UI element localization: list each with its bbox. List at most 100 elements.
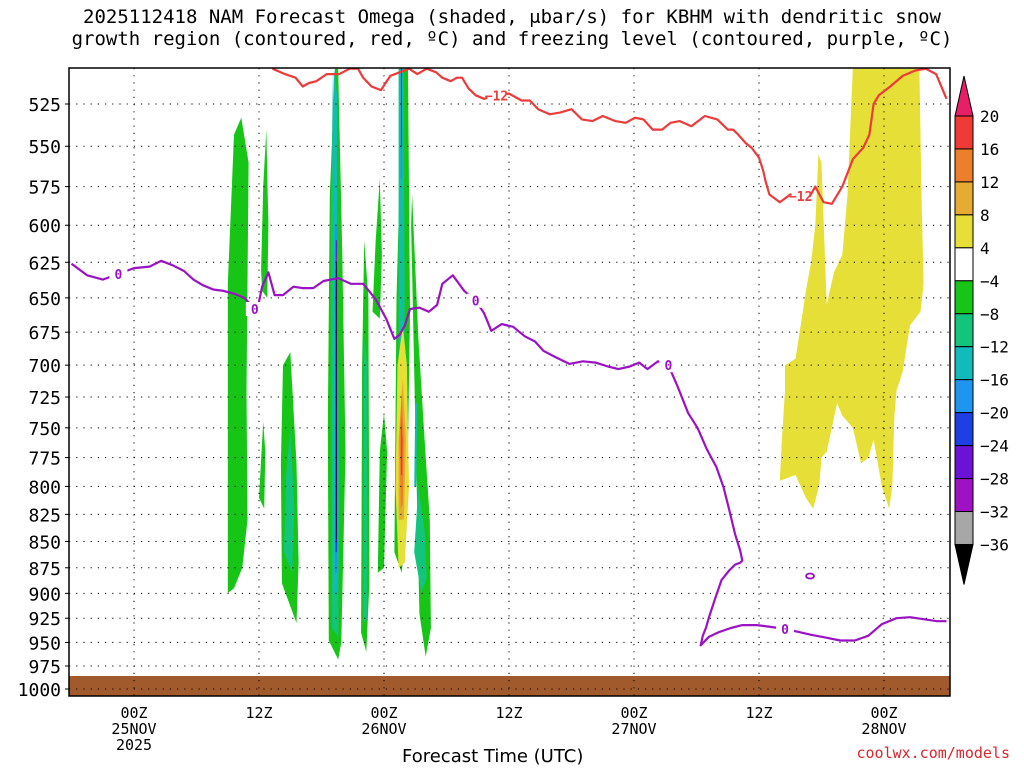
colorbar-box-7 (954, 346, 974, 381)
colorbar-box-1 (954, 148, 974, 183)
colorbar-label-9: −20 (980, 404, 1009, 423)
colorbar-label-6: −8 (980, 305, 999, 324)
y-tick-label-775: 775 (28, 449, 61, 470)
colorbar-arrow-top (954, 75, 974, 117)
y-tick-label-550: 550 (28, 137, 61, 158)
y-tick-label-975: 975 (28, 657, 61, 678)
freezing-level-contour-label-bg-1 (245, 302, 264, 317)
y-tick-label-900: 900 (28, 584, 61, 605)
y-tick-label-525: 525 (28, 95, 61, 116)
omega-region-8 (411, 194, 431, 657)
omega-region-10 (284, 427, 295, 573)
colorbar-label-2: 12 (980, 173, 999, 192)
y-tick-label-625: 625 (28, 253, 61, 274)
y-axis: 525 550 575 600 625 650 675 700 725 750 775 800 825 8… (18, 95, 69, 701)
site-credit[interactable]: coolwx.com/models (856, 744, 1010, 762)
colorbar-box-12 (954, 511, 974, 545)
colorbar-box-9 (954, 412, 974, 447)
freezing-level-contour-label-bg-4 (776, 621, 795, 636)
x-tick-label-48-0: 00Z (620, 704, 647, 722)
omega-region-14 (414, 486, 427, 594)
omega-region-17 (414, 403, 418, 487)
freezing-level-contour-label-bg-0 (109, 266, 128, 281)
x-tick-label-60-0: 12Z (745, 704, 772, 722)
colorbar-label-8: −16 (980, 371, 1009, 390)
omega-region-28 (400, 415, 403, 475)
y-tick-label-700: 700 (28, 356, 61, 377)
omega-region-21 (401, 68, 402, 147)
y-tick-label-1000: 1000 (18, 680, 61, 701)
omega-region-9 (372, 178, 382, 319)
colorbar-box-3 (954, 214, 974, 249)
x-tick-label-72-1: 28NOV (861, 720, 906, 738)
colorbar-label-11: −28 (980, 470, 1009, 489)
freezing-level-contour-label-bg-3 (659, 358, 678, 373)
x-tick-label-72-0: 00Z (870, 704, 897, 722)
colorbar-box-11 (954, 478, 974, 513)
chart-title-line-2: growth region (contoured, red, ºC) and f… (71, 28, 953, 50)
dendritic-contour (272, 67, 948, 205)
colorbar-label-3: 8 (980, 206, 990, 225)
plot-frame (68, 67, 951, 697)
chart-title-line-1: 2025112418 NAM Forecast Omega (shaded, μ… (83, 6, 941, 28)
y-tick-label-800: 800 (28, 477, 61, 498)
omega-region-12 (363, 338, 368, 624)
omega-region-3 (259, 421, 266, 509)
colorbar-box-6 (954, 313, 974, 348)
x-tick-label-24-0: 00Z (370, 704, 397, 722)
freezing-level-small-loop (805, 572, 815, 580)
y-tick-label-925: 925 (28, 609, 61, 630)
omega-shading (227, 68, 924, 660)
colorbar-label-12: −32 (980, 503, 1009, 522)
colorbar-label-1: 16 (980, 140, 999, 159)
colorbar-box-2 (954, 181, 974, 216)
x-tick-label-0-2: 2025 (116, 736, 152, 754)
dendritic-contour-label-bg-1 (791, 189, 810, 204)
y-tick-label-950: 950 (28, 633, 61, 654)
colorbar-label-7: −12 (980, 338, 1009, 357)
colorbar-label-10: −24 (980, 437, 1009, 456)
omega-region-0 (227, 117, 249, 594)
omega-region-29 (779, 68, 924, 509)
y-tick-label-575: 575 (28, 178, 61, 199)
ground-surface (69, 676, 950, 696)
colorbar-label-13: −36 (980, 535, 1009, 554)
colorbar: 20 16 12 8 4 −4 −8 −12 −16 −20 −24 −28 −32 −36 (954, 75, 1009, 585)
y-tick-label-725: 725 (28, 388, 61, 409)
colorbar-arrow-bottom (954, 543, 974, 585)
colorbar-box-10 (954, 445, 974, 480)
colorbar-box-4 (954, 247, 974, 282)
y-tick-label-825: 825 (28, 505, 61, 526)
y-tick-label-600: 600 (28, 216, 61, 237)
x-axis-label: Forecast Time (UTC) (402, 746, 584, 767)
freezing-level-contour-label-3: 0 (664, 359, 672, 374)
contours: 0 0 0 0 0 −12 −12 (70, 67, 948, 647)
y-tick-label-675: 675 (28, 323, 61, 344)
dendritic-contour-label-bg-0 (487, 88, 506, 103)
omega-region-6 (377, 413, 388, 573)
x-tick-label-0-1: 25NOV (111, 720, 156, 738)
x-tick-label-36-0: 12Z (495, 704, 522, 722)
y-tick-label-650: 650 (28, 289, 61, 310)
dendritic-contour-label-1: −12 (789, 190, 812, 205)
y-tick-label-875: 875 (28, 559, 61, 580)
dendritic-contour-label-0: −12 (485, 89, 508, 104)
chart-title: 2025112418 NAM Forecast Omega (shaded, μ… (0, 6, 1024, 50)
freezing-level-contour-label-1: 0 (251, 303, 259, 318)
omega-region-1 (261, 129, 269, 298)
colorbar-label-4: 4 (980, 239, 990, 258)
omega-region-24 (336, 262, 337, 540)
colorbar-label-0: 20 (980, 107, 999, 126)
y-tick-label-750: 750 (28, 419, 61, 440)
freezing-level-contour-label-4: 0 (781, 623, 789, 638)
colorbar-label-5: −4 (980, 272, 999, 291)
colorbar-box-0 (954, 115, 974, 150)
colorbar-box-5 (954, 280, 974, 315)
freezing-level-contour-label-bg-2 (466, 293, 485, 308)
x-tick-label-0-0: 00Z (120, 704, 147, 722)
x-tick-label-48-1: 27NOV (611, 720, 656, 738)
freezing-level-contour-label-2: 0 (472, 295, 480, 310)
freezing-level-contour-label-0: 0 (114, 268, 122, 283)
